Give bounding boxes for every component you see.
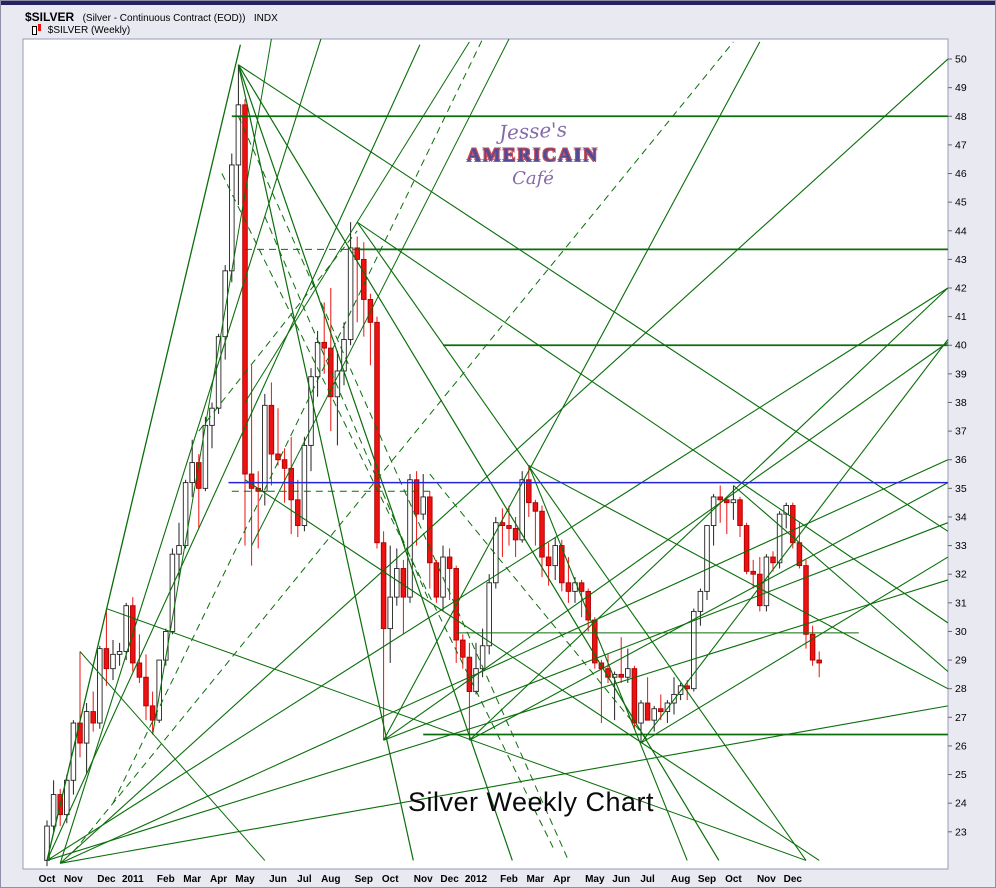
svg-text:39: 39 bbox=[955, 368, 967, 380]
svg-text:Dec: Dec bbox=[440, 874, 459, 885]
svg-text:24: 24 bbox=[955, 798, 967, 810]
svg-text:48: 48 bbox=[955, 111, 967, 123]
svg-text:49: 49 bbox=[955, 82, 967, 94]
svg-text:40: 40 bbox=[955, 340, 967, 352]
svg-text:47: 47 bbox=[955, 139, 967, 151]
svg-text:May: May bbox=[235, 874, 255, 885]
svg-text:Jun: Jun bbox=[269, 874, 287, 885]
svg-text:2011: 2011 bbox=[122, 874, 144, 885]
svg-text:Jul: Jul bbox=[640, 874, 655, 885]
svg-text:36: 36 bbox=[955, 454, 967, 466]
svg-text:38: 38 bbox=[955, 397, 967, 409]
svg-text:32: 32 bbox=[955, 569, 967, 581]
svg-text:Feb: Feb bbox=[157, 874, 175, 885]
svg-text:Nov: Nov bbox=[414, 874, 433, 885]
svg-text:Sep: Sep bbox=[355, 874, 373, 885]
svg-text:Mar: Mar bbox=[527, 874, 545, 885]
svg-text:46: 46 bbox=[955, 168, 967, 180]
svg-text:43: 43 bbox=[955, 254, 967, 266]
svg-text:Jul: Jul bbox=[297, 874, 312, 885]
svg-text:28: 28 bbox=[955, 683, 967, 695]
svg-text:29: 29 bbox=[955, 655, 967, 667]
svg-text:Jun: Jun bbox=[612, 874, 630, 885]
symbol-label: $SILVER bbox=[25, 10, 75, 24]
chart-legend: $SILVER (Weekly) bbox=[31, 24, 130, 36]
svg-text:May: May bbox=[585, 874, 605, 885]
svg-text:44: 44 bbox=[955, 225, 967, 237]
svg-text:Oct: Oct bbox=[725, 874, 742, 885]
svg-text:31: 31 bbox=[955, 597, 967, 609]
svg-text:35: 35 bbox=[955, 483, 967, 495]
svg-text:41: 41 bbox=[955, 311, 967, 323]
exchange-label: INDX bbox=[253, 13, 278, 24]
svg-text:Oct: Oct bbox=[382, 874, 399, 885]
svg-text:Nov: Nov bbox=[757, 874, 776, 885]
svg-text:Sep: Sep bbox=[698, 874, 716, 885]
svg-text:2012: 2012 bbox=[465, 874, 488, 885]
svg-text:Apr: Apr bbox=[553, 874, 570, 885]
svg-text:26: 26 bbox=[955, 740, 967, 752]
candlestick-icon bbox=[31, 24, 42, 35]
svg-text:25: 25 bbox=[955, 769, 967, 781]
svg-text:30: 30 bbox=[955, 626, 967, 638]
svg-text:42: 42 bbox=[955, 283, 967, 295]
svg-text:23: 23 bbox=[955, 826, 967, 838]
svg-text:Aug: Aug bbox=[321, 874, 340, 885]
svg-text:27: 27 bbox=[955, 712, 967, 724]
symbol-description: (Silver - Continuous Contract (EOD)) bbox=[82, 13, 246, 24]
svg-text:Dec: Dec bbox=[784, 874, 803, 885]
svg-text:Nov: Nov bbox=[64, 874, 83, 885]
legend-label: $SILVER (Weekly) bbox=[47, 25, 131, 36]
svg-text:Apr: Apr bbox=[210, 874, 227, 885]
window-top-edge bbox=[1, 1, 995, 5]
svg-text:37: 37 bbox=[955, 426, 967, 438]
svg-text:Oct: Oct bbox=[39, 874, 56, 885]
svg-text:34: 34 bbox=[955, 511, 967, 523]
svg-text:Aug: Aug bbox=[671, 874, 690, 885]
svg-text:Feb: Feb bbox=[500, 874, 518, 885]
svg-text:33: 33 bbox=[955, 540, 967, 552]
svg-text:45: 45 bbox=[955, 197, 967, 209]
chart-title-annotation: Silver Weekly Chart bbox=[407, 787, 655, 817]
chart-header: $SILVER (Silver - Continuous Contract (E… bbox=[25, 8, 278, 26]
svg-text:50: 50 bbox=[955, 54, 967, 66]
svg-text:Dec: Dec bbox=[97, 874, 116, 885]
svg-text:Mar: Mar bbox=[183, 874, 201, 885]
